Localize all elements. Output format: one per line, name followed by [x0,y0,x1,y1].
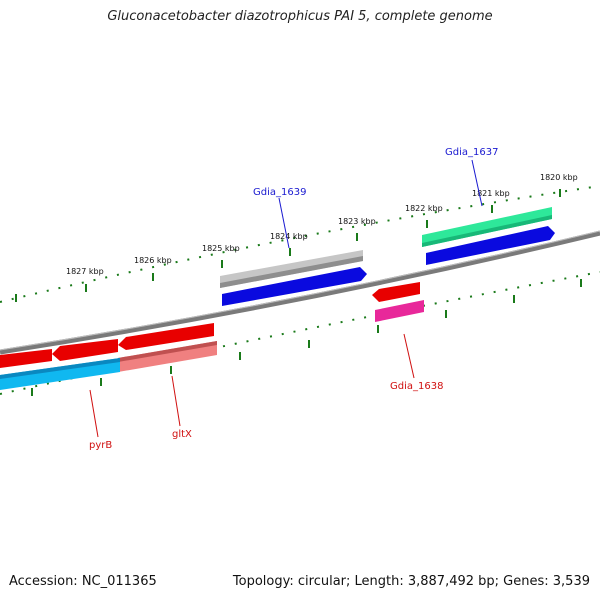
tick-label: 1825 kbp [202,244,240,253]
tick-label: 1822 kbp [405,204,443,213]
genome-backbone-highlight [0,230,600,351]
tick-label: 1820 kbp [540,173,578,182]
accession-text: Accession: NC_011365 [9,574,157,589]
tick-label: 1823 kbp [338,217,376,226]
leader-gdia-1639 [278,197,290,249]
leader-gltX [171,375,181,427]
cds-gdia-1639[interactable] [222,267,367,306]
gene-gdia-1638[interactable] [375,300,424,322]
leader-gdia-1637 [471,159,483,207]
cds-reverse-3[interactable] [118,323,214,350]
map-title: Gluconacetobacter diazotrophicus PAI 5, … [107,9,493,24]
label-gdia-1639: Gdia_1639 [253,187,306,198]
label-pyrB: pyrB [89,440,112,451]
tick-label: 1826 kbp [134,256,172,265]
cds-reverse-1[interactable] [0,349,52,368]
gene-gdia-1637-shade [422,215,552,247]
cds-reverse-2[interactable] [52,339,118,361]
tick-label: 1821 kbp [472,189,510,198]
tick-label: 1824 kbp [270,232,308,241]
cds-gdia-1638[interactable] [372,282,420,302]
label-gltX: gltX [172,429,192,440]
genome-backbone [0,230,600,355]
gene-gdia-1639-shade [220,256,363,288]
leader-pyrB [89,389,99,438]
leader-gdia-1638 [403,333,415,379]
gene-gltX-shade [118,341,217,362]
label-gdia-1638: Gdia_1638 [390,381,443,392]
cds-gdia-1637[interactable] [426,226,555,265]
genome-summary-text: Topology: circular; Length: 3,887,492 bp… [232,574,590,589]
tick-label: 1827 kbp [66,267,104,276]
major-ticks [15,189,582,396]
label-gdia-1637: Gdia_1637 [445,147,498,158]
gene-pyrB-shade [0,358,120,379]
